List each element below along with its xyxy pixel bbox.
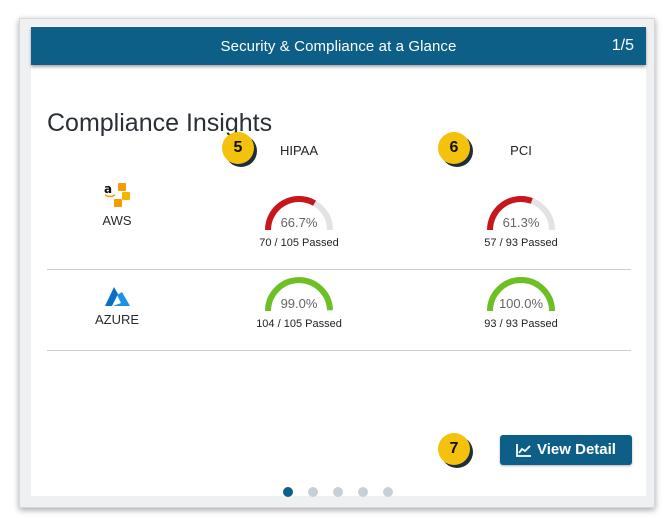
gauge-aws-pci[interactable]: 61.3% 57 / 93 Passed (461, 196, 581, 249)
dashboard-frame: Security & Compliance at a Glance 1/5 Co… (19, 18, 655, 508)
pagination-dot-4[interactable] (358, 487, 368, 497)
gauge-fill (265, 277, 333, 312)
card-header-title: Security & Compliance at a Glance (220, 38, 457, 55)
passed-count: 57 / 93 Passed (484, 237, 558, 249)
gauge-percent: 66.7% (280, 215, 318, 230)
provider-azure: AZURE (77, 286, 157, 327)
chart-line-icon (516, 444, 532, 457)
gauge-aws-hipaa[interactable]: 66.7% 70 / 105 Passed (239, 196, 359, 249)
view-detail-button[interactable]: View Detail (500, 435, 632, 465)
gauge-arc (487, 277, 555, 312)
passed-count: 104 / 105 Passed (256, 318, 342, 330)
svg-text:a: a (104, 182, 112, 196)
gauge-arc (265, 196, 333, 231)
passed-count: 70 / 105 Passed (259, 237, 339, 249)
provider-label: AZURE (94, 312, 140, 327)
gauge-azure-hipaa[interactable]: 99.0% 104 / 105 Passed (239, 277, 359, 330)
azure-icon (105, 287, 130, 306)
column-header-hipaa: HIPAA (279, 143, 319, 158)
gauge-azure-pci[interactable]: 100.0% 93 / 93 Passed (461, 277, 581, 330)
gauge-fill (487, 196, 533, 231)
step-badge-6: 6 (438, 132, 470, 164)
gauge-arc (265, 277, 333, 312)
aws-icon: a (104, 182, 130, 207)
step-badge-5: 5 (222, 132, 254, 164)
provider-aws: a AWS (77, 181, 157, 228)
pagination-dot-3[interactable] (333, 487, 343, 497)
view-detail-label: View Detail (537, 441, 616, 458)
pagination-dot-2[interactable] (308, 487, 318, 497)
column-header-pci: PCI (510, 143, 532, 158)
pagination-dot-1[interactable] (283, 487, 293, 497)
gauge-fill (265, 196, 317, 231)
gauge-percent: 100.0% (498, 296, 544, 311)
step-badge-7: 7 (438, 433, 470, 465)
row-divider (47, 269, 631, 270)
gauge-percent: 61.3% (502, 215, 540, 230)
gauge-arc (487, 196, 555, 231)
card-header: Security & Compliance at a Glance 1/5 (31, 27, 646, 65)
gauge-percent: 99.0% (280, 296, 318, 311)
compliance-card: Security & Compliance at a Glance 1/5 Co… (31, 26, 646, 497)
row-divider (47, 350, 631, 351)
pagination-dot-5[interactable] (383, 487, 393, 497)
slide-counter: 1/5 (611, 37, 634, 54)
provider-label: AWS (102, 213, 132, 228)
gauge-fill (487, 277, 555, 312)
passed-count: 93 / 93 Passed (484, 318, 558, 330)
